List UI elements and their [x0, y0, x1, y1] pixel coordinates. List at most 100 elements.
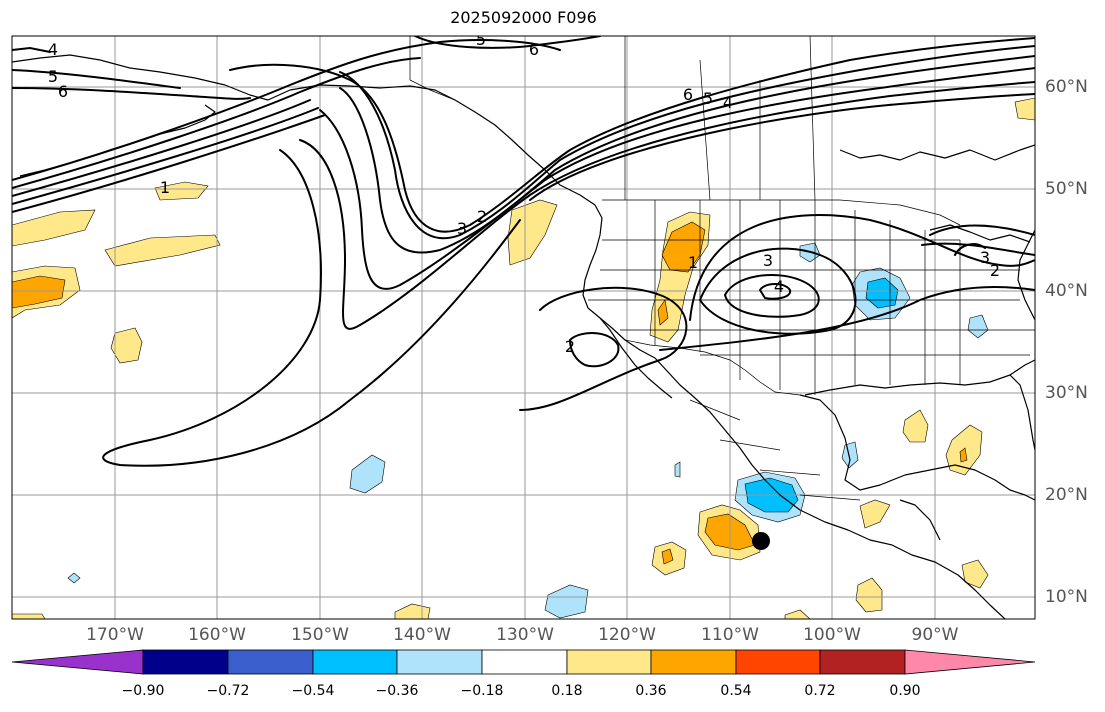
contour-line [319, 67, 1035, 290]
contour-label: 5 [48, 67, 58, 86]
contour-line [12, 87, 251, 100]
colorbar-swatch [650, 649, 737, 675]
coastline-gulf-north [804, 359, 1035, 396]
shade-yellow [1014, 97, 1035, 121]
border-mexico-states [689, 399, 861, 501]
border-us-canada [602, 199, 961, 226]
shade-lightblue [544, 584, 589, 619]
coastline-florida [1009, 374, 1035, 451]
lon-label: 100°W [803, 625, 861, 645]
colorbar-swatch [312, 649, 398, 675]
contour-label: 6 [58, 82, 68, 101]
contour-line [929, 224, 1035, 236]
border-canada-prov-4 [809, 36, 816, 201]
shade-orange [657, 299, 669, 326]
colorbar-swatch [481, 649, 568, 675]
lon-label: 170°W [86, 625, 144, 645]
lon-label: 160°W [188, 625, 246, 645]
contour-line [568, 332, 620, 368]
lat-label: 60°N [1045, 77, 1088, 97]
border-us-mexico [624, 339, 801, 396]
shade-lightblue [967, 314, 989, 339]
shade-yellow [394, 603, 431, 619]
shade-orange [661, 221, 706, 273]
colorbar-swatch [227, 649, 314, 675]
shade-yellow [12, 209, 96, 247]
contour-label: 6 [529, 40, 539, 59]
contours [12, 36, 1035, 467]
lat-label: 20°N [1045, 485, 1088, 505]
contour-line [12, 57, 421, 189]
shade-yellow [154, 181, 209, 201]
lon-label: 130°W [496, 625, 554, 645]
contour-label: 5 [703, 89, 713, 108]
shade-yellow [784, 609, 811, 619]
contour-label: 2 [565, 337, 575, 356]
contour-label: 3 [457, 219, 467, 238]
contour-labels: 4 5 6 5 6 6 5 4 1 3 2 1 3 4 2 3 2 [48, 30, 1000, 356]
colorbar-swatch [819, 649, 906, 675]
shade-yellow [859, 499, 891, 529]
shade-yellow [507, 199, 558, 266]
colorbar-tick-label: −0.90 [121, 683, 165, 699]
contour-line [414, 36, 601, 49]
contour-label: 6 [683, 85, 693, 104]
shade-orange [959, 447, 968, 463]
shade-lightblue [349, 454, 386, 494]
borders [409, 36, 1035, 501]
coastline-alaska [12, 54, 603, 219]
shade-lightblue [67, 572, 81, 584]
contour-line [954, 243, 986, 256]
contour-line [689, 214, 1035, 321]
colorbar-swatch [566, 649, 652, 675]
colorbar-tick-label: −0.18 [460, 683, 504, 699]
contour-line [723, 274, 820, 318]
contour-label: 3 [980, 248, 990, 267]
contour-label: 3 [763, 251, 773, 270]
coastline-gulf [799, 394, 1035, 501]
colorbar-tick-label: 0.90 [889, 683, 921, 699]
coastline-mexico-west [654, 357, 1006, 619]
coastline-great-lakes [929, 224, 1031, 243]
lon-label: 110°W [701, 625, 759, 645]
contour-label: 1 [688, 253, 698, 272]
contour-label: 4 [48, 40, 58, 59]
contour-line [519, 286, 688, 411]
colorbar [11, 649, 1036, 675]
contour-line [12, 69, 181, 89]
contour-line [12, 39, 561, 181]
contour-line [299, 81, 1035, 330]
contour-label: 4 [723, 93, 733, 112]
shade-lightblue [674, 461, 681, 478]
map-frame [11, 35, 1036, 620]
contour-label: 4 [774, 277, 784, 296]
colorbar-tick-label: 0.72 [804, 683, 836, 699]
contour-line [12, 46, 51, 53]
border-canada-prov-2 [699, 59, 711, 201]
contour-label: 1 [160, 178, 170, 197]
colorbar-swatch [396, 649, 483, 675]
contour-line [921, 242, 1035, 256]
colorbar-tick-label: 0.18 [551, 683, 583, 699]
lon-label: 150°W [291, 625, 349, 645]
contour-label: 5 [476, 30, 486, 49]
shade-yellow [902, 409, 929, 443]
shade-lightblue [841, 441, 859, 469]
colorbar-tick-label: −0.72 [206, 683, 250, 699]
shading-layer [12, 97, 1035, 619]
lat-label: 30°N [1045, 383, 1088, 403]
map-title: 2025092000 F096 [450, 8, 597, 27]
gridlines [12, 36, 1035, 619]
contour-label: 2 [990, 261, 1000, 280]
colorbar-tick-label: −0.36 [375, 683, 419, 699]
colorbar-extend-high [904, 649, 1036, 675]
colorbar-swatch [735, 649, 821, 675]
shade-orange [661, 548, 674, 565]
coastline-yucatan [899, 499, 941, 541]
contour-line [698, 247, 857, 335]
storm-center-marker [752, 532, 770, 550]
shade-yellow [855, 577, 883, 613]
contour-line [102, 149, 521, 467]
contour-line [12, 114, 326, 213]
